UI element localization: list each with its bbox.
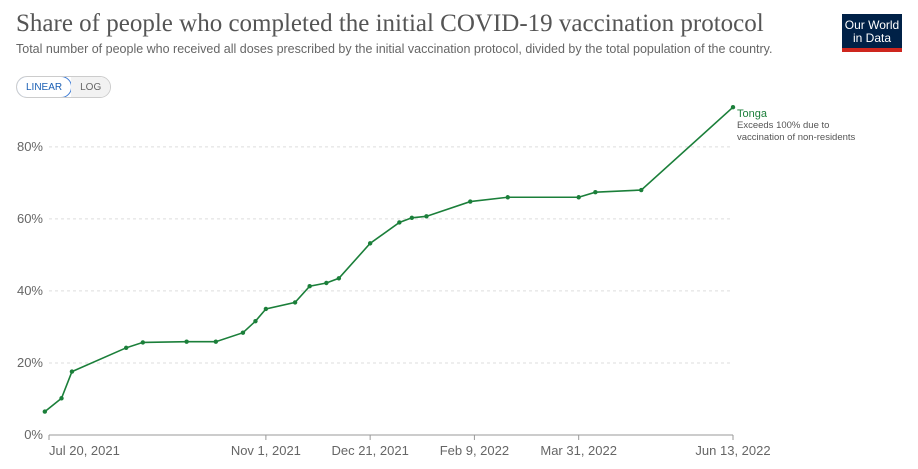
data-point	[42, 409, 48, 414]
x-tick-label: Mar 31, 2022	[540, 443, 617, 458]
data-point	[307, 284, 312, 289]
series-label: Tonga	[737, 108, 768, 120]
data-point	[324, 280, 329, 286]
chart-subtitle: Total number of people who received all …	[16, 42, 773, 56]
data-point	[253, 318, 258, 324]
x-tick-label: Nov 1, 2021	[231, 443, 301, 458]
x-tick-label: Jun 13, 2022	[695, 443, 770, 458]
data-point	[336, 276, 342, 281]
y-tick-label: 40%	[17, 283, 43, 298]
logo-line-1: Our World	[844, 18, 900, 32]
data-point	[140, 340, 146, 345]
log-scale-button[interactable]: LOG	[71, 77, 111, 97]
data-point	[593, 190, 598, 195]
data-point	[576, 195, 581, 200]
data-point	[397, 220, 402, 225]
y-tick-label: 0%	[24, 427, 43, 442]
series-annotation: Exceeds 100% due to	[737, 120, 829, 131]
x-tick-label: Jul 20, 2021	[49, 443, 120, 458]
data-point	[184, 339, 189, 344]
data-point	[424, 214, 429, 219]
y-tick-label: 60%	[17, 211, 43, 226]
data-point	[367, 241, 373, 246]
series-line-tonga	[44, 106, 734, 413]
x-tick-label: Dec 21, 2021	[331, 443, 408, 458]
data-point	[468, 199, 473, 204]
data-point	[730, 105, 736, 110]
x-tick-label: Feb 9, 2022	[440, 443, 509, 458]
y-tick-label: 80%	[17, 139, 43, 154]
data-point	[213, 339, 219, 344]
data-point	[409, 215, 415, 220]
data-point	[123, 345, 129, 351]
data-point	[69, 369, 75, 374]
data-point	[292, 300, 298, 305]
logo-line-2: in Data	[852, 31, 892, 45]
series-annotation: vaccination of non-residents	[737, 132, 856, 143]
y-tick-label: 20%	[17, 355, 43, 370]
data-point	[263, 306, 269, 312]
data-point	[505, 195, 510, 200]
scale-toggle: LINEAR LOG	[16, 76, 112, 98]
data-point	[59, 396, 64, 401]
chart-title: Share of people who completed the initia…	[16, 10, 764, 37]
owid-logo[interactable]: Our World in Data	[842, 14, 902, 52]
data-point	[240, 330, 246, 335]
data-point	[639, 187, 644, 193]
